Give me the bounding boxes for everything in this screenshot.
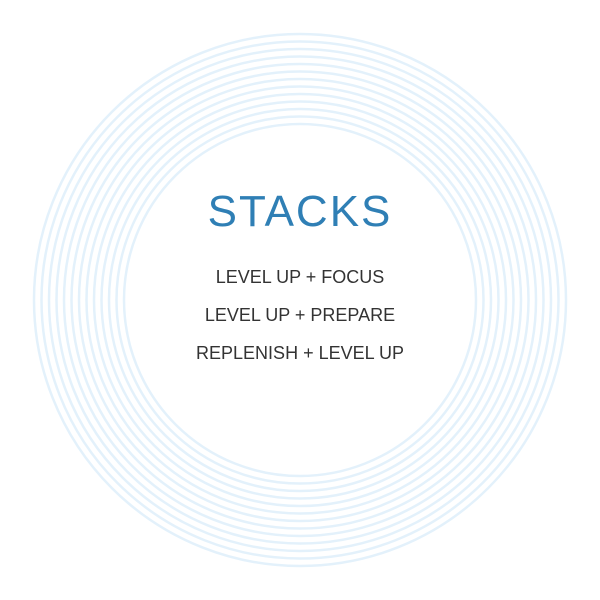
ring: [32, 32, 568, 568]
ring: [55, 55, 545, 545]
ring: [122, 122, 478, 478]
ring: [85, 85, 515, 515]
ring: [62, 62, 538, 538]
ring: [77, 77, 523, 523]
ring: [107, 107, 493, 493]
stacks-title: STACKS: [207, 187, 393, 236]
ring: [47, 47, 553, 553]
ring: [70, 70, 530, 530]
ring: [40, 40, 560, 560]
stacks-list: LEVEL UP + FOCUS LEVEL UP + PREPARE REPL…: [0, 258, 600, 372]
stack-item: REPLENISH + LEVEL UP: [196, 343, 404, 363]
stack-item: LEVEL UP + PREPARE: [204, 305, 396, 325]
ring: [115, 115, 485, 485]
stack-item: LEVEL UP + FOCUS: [215, 267, 385, 287]
ring: [100, 100, 500, 500]
ring: [92, 92, 508, 508]
